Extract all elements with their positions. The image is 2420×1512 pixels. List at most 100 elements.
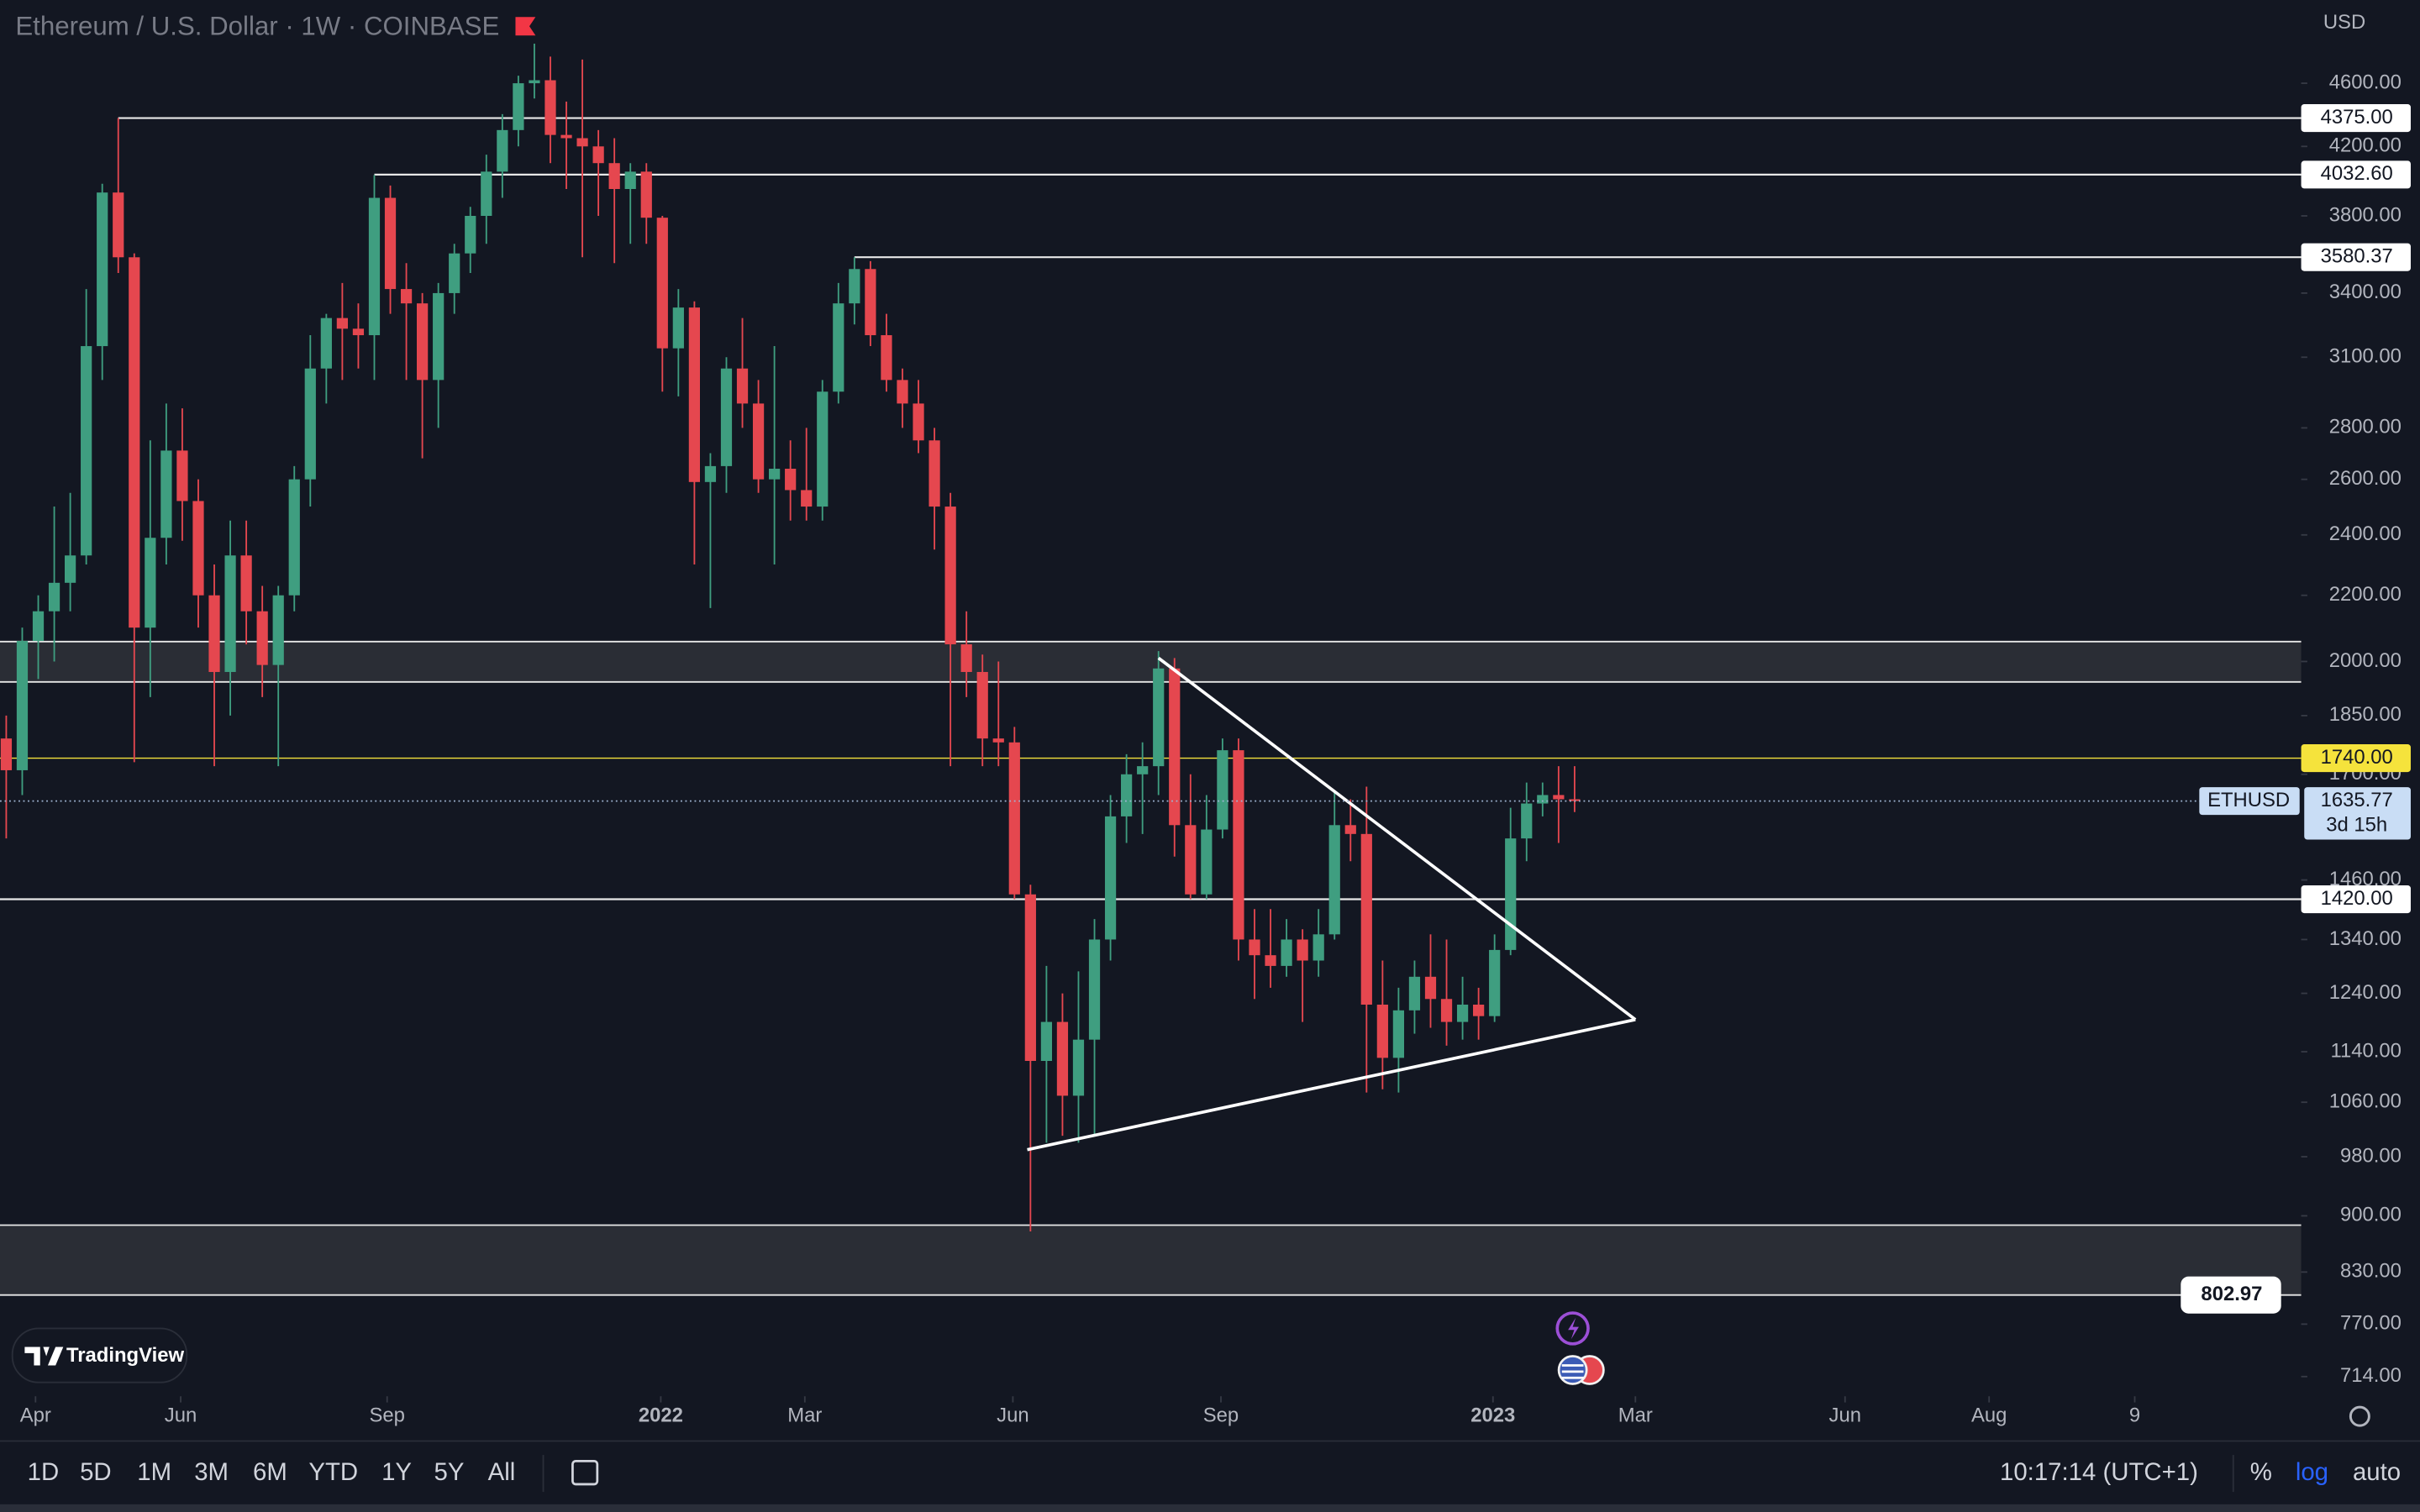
scale-option[interactable]: log bbox=[2296, 1458, 2328, 1486]
candle-body bbox=[704, 465, 717, 482]
x-tick-label: Sep bbox=[1203, 1404, 1239, 1426]
range-button[interactable]: 3M bbox=[194, 1458, 229, 1486]
candle-body bbox=[944, 507, 956, 645]
candle-body bbox=[224, 555, 236, 672]
candle-body bbox=[640, 171, 652, 218]
candle-body bbox=[1521, 803, 1533, 839]
settings-icon[interactable] bbox=[2349, 1405, 2370, 1427]
x-tick-label: Jun bbox=[1829, 1404, 1861, 1426]
candle-body bbox=[1137, 766, 1149, 774]
y-tick-label: 900.00 bbox=[2340, 1204, 2402, 1226]
y-tick-label: 4200.00 bbox=[2329, 134, 2402, 157]
candle-body bbox=[1456, 1005, 1469, 1022]
candle-body bbox=[465, 216, 476, 254]
plot-area bbox=[0, 43, 2302, 1296]
y-tick-label: 3400.00 bbox=[2329, 281, 2402, 303]
last-price-box bbox=[2304, 787, 2411, 840]
candle-body bbox=[513, 83, 524, 130]
candle-body bbox=[304, 368, 316, 480]
event-flag[interactable] bbox=[1557, 1355, 1588, 1385]
candle-body bbox=[1249, 939, 1260, 956]
bottom-strip bbox=[0, 1504, 2420, 1512]
candle-body bbox=[64, 555, 76, 583]
candle-body bbox=[560, 134, 572, 139]
candle-body bbox=[897, 380, 908, 404]
candle-body bbox=[1424, 976, 1437, 1000]
currency-select[interactable]: USD bbox=[2323, 11, 2365, 34]
x-tick-label: Sep bbox=[369, 1404, 404, 1426]
y-tick-label: 980.00 bbox=[2340, 1144, 2402, 1167]
candle-body bbox=[801, 490, 813, 507]
candle-body bbox=[1185, 825, 1197, 895]
candle-body bbox=[833, 303, 844, 392]
candle-body bbox=[97, 192, 108, 347]
trendline bbox=[1157, 656, 1637, 1021]
y-tick-label: 2800.00 bbox=[2329, 416, 2402, 438]
level-label: 1740.00 bbox=[2321, 746, 2393, 769]
level-label-box bbox=[2301, 744, 2411, 773]
range-button[interactable]: 5D bbox=[80, 1458, 112, 1486]
candle-body bbox=[145, 538, 156, 628]
zone bbox=[0, 641, 2302, 682]
candle-body bbox=[736, 368, 749, 404]
range-button[interactable]: 1D bbox=[28, 1458, 60, 1486]
x-tick-label: Jun bbox=[165, 1404, 197, 1426]
candle-body bbox=[1233, 750, 1244, 940]
candle-body bbox=[656, 218, 668, 349]
clock[interactable]: 10:17:14 (UTC+1) bbox=[2000, 1458, 2198, 1486]
y-tick-label: 830.00 bbox=[2340, 1260, 2402, 1283]
range-button[interactable]: 5Y bbox=[434, 1458, 465, 1486]
candle-body bbox=[544, 80, 556, 135]
level-label-box bbox=[2301, 885, 2411, 914]
y-tick-label: 1240.00 bbox=[2329, 981, 2402, 1004]
y-tick-label: 714.00 bbox=[2340, 1364, 2402, 1387]
y-tick-label: 2600.00 bbox=[2329, 467, 2402, 490]
candle-body bbox=[1392, 1010, 1405, 1058]
candle-body bbox=[1265, 955, 1276, 966]
candle-body bbox=[849, 269, 860, 304]
zone bbox=[0, 1225, 2302, 1295]
candle-body bbox=[624, 171, 636, 190]
y-tick-label: 2000.00 bbox=[2329, 649, 2402, 672]
candle-body bbox=[529, 80, 540, 84]
scale-option[interactable]: % bbox=[2250, 1458, 2272, 1486]
countdown-label: 3d 15h bbox=[2326, 813, 2387, 836]
candle-body bbox=[1473, 1005, 1485, 1016]
candle-body bbox=[785, 469, 797, 491]
candle-body bbox=[160, 450, 172, 538]
level-label-box bbox=[2301, 243, 2411, 271]
candle-body bbox=[449, 253, 460, 293]
candle-body bbox=[1056, 1021, 1069, 1096]
candle-body bbox=[16, 641, 29, 770]
candle-body bbox=[881, 335, 892, 381]
x-tick-label: 2022 bbox=[639, 1404, 683, 1426]
candle-body bbox=[0, 738, 13, 770]
candle-body bbox=[400, 289, 413, 304]
y-tick-label: 4600.00 bbox=[2329, 71, 2402, 93]
candle-body bbox=[497, 129, 508, 172]
range-button[interactable]: All bbox=[488, 1458, 516, 1486]
range-button[interactable]: 1Y bbox=[381, 1458, 412, 1486]
candle-body bbox=[1313, 934, 1324, 961]
y-tick-label: 770.00 bbox=[2340, 1312, 2402, 1335]
scale-option[interactable]: auto bbox=[2353, 1458, 2401, 1486]
range-button[interactable]: YTD bbox=[308, 1458, 358, 1486]
candle-body bbox=[1281, 939, 1292, 966]
candle-body bbox=[1489, 949, 1501, 1016]
y-tick-label: 2200.00 bbox=[2329, 583, 2402, 606]
y-tick-label: 3800.00 bbox=[2329, 203, 2402, 226]
candle-body bbox=[32, 611, 45, 642]
candle-body bbox=[752, 403, 765, 480]
candle-body bbox=[368, 197, 381, 336]
candle-body bbox=[113, 192, 124, 258]
date-range-icon[interactable] bbox=[571, 1460, 599, 1486]
range-button[interactable]: 1M bbox=[137, 1458, 171, 1486]
range-button[interactable]: 6M bbox=[253, 1458, 287, 1486]
x-tick-label: Aug bbox=[1971, 1404, 2007, 1426]
symbol-title: Ethereum / U.S. Dollar · 1W · COINBASE bbox=[15, 11, 499, 40]
candle-body bbox=[1440, 999, 1453, 1022]
symbol-label: ETHUSD bbox=[2207, 789, 2290, 811]
candle-body bbox=[1569, 799, 1581, 801]
